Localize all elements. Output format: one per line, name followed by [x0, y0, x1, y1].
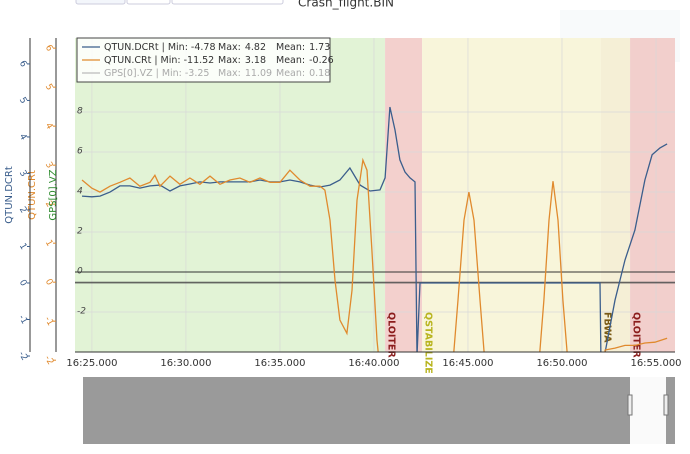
- legend-box: [76, 37, 331, 83]
- legend-text: Max:: [218, 42, 241, 53]
- y-axis-title: QTUN.DCRt: [4, 166, 15, 224]
- legend-text: 4.82: [245, 42, 266, 53]
- y-tick-label: -2: [77, 307, 86, 317]
- y-tick-label: 4: [77, 187, 83, 197]
- series-line: [81, 157, 668, 352]
- legend-text: QTUN.CRt: [104, 55, 152, 66]
- range-slider-window[interactable]: [630, 377, 666, 444]
- legend-label: GPS[0].VZ | Min: -3.25 Max: 11.09 Mean: 0.18: [104, 68, 330, 79]
- legend-text: 1.73: [309, 42, 330, 53]
- y-tick-label: 6: [77, 147, 83, 157]
- x-tick-label: 16:45.000: [442, 358, 493, 369]
- legend-text: |: [162, 42, 165, 53]
- y-tick-label: 3: [43, 160, 55, 170]
- legend-text: 11.09: [245, 68, 272, 79]
- legend-text: GPS[0].VZ: [104, 68, 153, 79]
- legend-text: -0.26: [309, 55, 334, 66]
- y-tick-label: 2: [43, 199, 55, 209]
- x-tick-label: 16:55.000: [630, 358, 681, 369]
- range-slider-handle[interactable]: [627, 394, 633, 416]
- mode-label: FBWA: [601, 312, 612, 343]
- x-tick-label: 16:40.000: [348, 358, 399, 369]
- legend-text: Mean:: [276, 55, 305, 66]
- y-tick-label: 6: [43, 43, 55, 53]
- y-tick-label: -1: [16, 313, 29, 326]
- y-tick-label: 6: [17, 59, 29, 69]
- legend-text: Max:: [218, 68, 241, 79]
- toolbar-button[interactable]: [75, 0, 126, 5]
- legend-text: -11.52: [184, 55, 215, 66]
- legend-text: |: [154, 55, 157, 66]
- legend-text: -3.25: [185, 68, 210, 79]
- y-tick-label: 5: [17, 96, 29, 106]
- y-tick-label: 0: [77, 267, 83, 277]
- mode-region: [600, 38, 631, 352]
- legend-text: Mean:: [276, 68, 305, 79]
- legend-item[interactable]: QTUN.DCRt | Min: -4.78 Max: 4.82 Mean: 1.73: [82, 42, 330, 53]
- legend-text: Mean:: [276, 42, 305, 53]
- mode-label: QLOITER: [386, 312, 397, 358]
- range-slider-handle[interactable]: [663, 394, 669, 416]
- legend-text: 0.18: [309, 68, 330, 79]
- mode-region: [422, 38, 601, 352]
- y-tick-label: 4: [17, 132, 29, 142]
- toolbar-button[interactable]: [126, 0, 171, 5]
- x-tick-label: 16:50.000: [536, 358, 587, 369]
- y-tick-label: -2: [16, 350, 29, 363]
- legend-text: QTUN.DCRt: [104, 42, 159, 53]
- y-axis-title: QTUN.CRt: [27, 170, 38, 220]
- y-tick-label: 1: [17, 242, 29, 252]
- y-tick-label: 4: [43, 121, 55, 131]
- y-tick-label: 0: [17, 278, 29, 288]
- y-tick-label: 0: [43, 277, 55, 287]
- y-tick-label: -1: [42, 315, 55, 328]
- x-tick-label: 16:35.000: [254, 358, 305, 369]
- legend-text: Min:: [168, 42, 188, 53]
- chart-title: Crash_flight.BIN: [298, 0, 394, 10]
- legend-text: Min:: [162, 68, 182, 79]
- legend-text: Max:: [218, 55, 241, 66]
- legend-text: -4.78: [191, 42, 216, 53]
- legend-label: QTUN.DCRt | Min: -4.78 Max: 4.82 Mean: 1.73: [104, 42, 330, 53]
- y-tick-label: -2: [42, 354, 55, 367]
- mode-label: QSTABILIZE: [423, 312, 434, 374]
- x-tick-label: 16:30.000: [160, 358, 211, 369]
- y-tick-label: 5: [43, 82, 55, 92]
- mode-label: QLOITER: [631, 312, 642, 358]
- range-slider[interactable]: [83, 377, 675, 444]
- toolbar-button[interactable]: [171, 0, 284, 5]
- mode-region: [75, 38, 386, 352]
- y-tick-label: 2: [77, 227, 83, 237]
- legend-label: QTUN.CRt | Min: -11.52 Max: 3.18 Mean: -0.26: [104, 55, 334, 66]
- legend-text: Min:: [161, 55, 181, 66]
- y-tick-label: 8: [77, 107, 83, 117]
- mode-region: [630, 38, 675, 352]
- y-tick-label: 3: [17, 169, 29, 179]
- legend-item[interactable]: GPS[0].VZ | Min: -3.25 Max: 11.09 Mean: 0.18: [82, 68, 330, 79]
- series-line: [81, 106, 668, 352]
- y-tick-label: 2: [17, 205, 29, 215]
- legend-text: 3.18: [245, 55, 266, 66]
- legend-text: |: [156, 68, 159, 79]
- legend-item[interactable]: QTUN.CRt | Min: -11.52 Max: 3.18 Mean: -0.26: [82, 55, 334, 66]
- y-axis-title: GPS[0].VZ: [48, 169, 59, 220]
- x-tick-label: 16:25.000: [66, 358, 117, 369]
- y-tick-label: 1: [43, 238, 55, 248]
